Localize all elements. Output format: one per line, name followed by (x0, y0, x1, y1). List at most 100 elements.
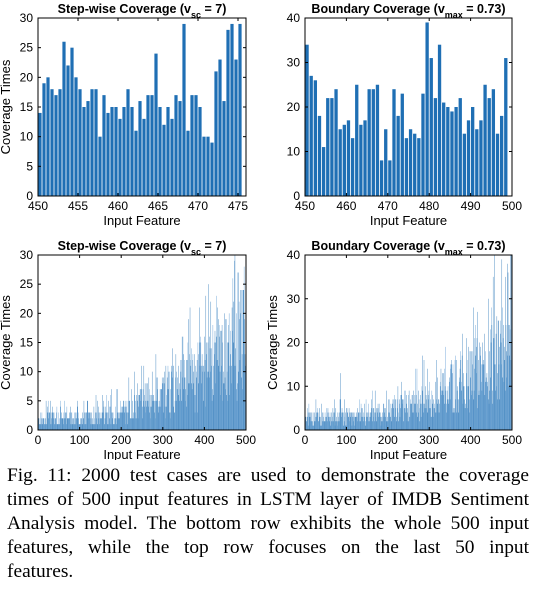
bar (346, 120, 351, 196)
bars-4 (305, 255, 512, 431)
x-tick-label: 0 (302, 433, 309, 447)
y-axis-label: Coverage Times (265, 295, 280, 390)
bar (154, 53, 158, 196)
bar (388, 160, 392, 196)
bar (342, 124, 346, 196)
bar (206, 136, 210, 196)
bar (400, 93, 404, 196)
y-tick-label: 15 (20, 100, 34, 114)
bars-3 (38, 255, 246, 430)
bar (86, 101, 90, 196)
x-tick-label: 450 (28, 199, 48, 213)
bar (158, 107, 162, 196)
bar (142, 118, 146, 196)
bar (214, 71, 218, 196)
caption-line-1: Fig. 11: 2000 test cases are used to dem… (7, 465, 529, 486)
x-tick-label: 200 (111, 433, 131, 447)
y-tick-label: 25 (20, 41, 34, 55)
y-tick-label: 20 (20, 306, 34, 320)
x-tick-label: 500 (236, 433, 256, 447)
bar (66, 65, 70, 196)
chart-title: Boundary Coverage (vmax = 0.73) (311, 2, 505, 20)
bar (234, 59, 238, 196)
bar (106, 112, 110, 196)
chart-title: Step-wise Coverage (vsc = 7) (58, 239, 227, 257)
bar (186, 130, 190, 196)
bar (433, 98, 438, 196)
bar (417, 138, 421, 196)
x-tick-label: 470 (378, 199, 398, 213)
caption-line-4: features, while the top row focuses on t… (7, 537, 529, 558)
bar (190, 95, 194, 196)
x-axis-label: Input Feature (103, 213, 180, 228)
bar (305, 44, 309, 197)
x-tick-label: 490 (461, 199, 481, 213)
bar (384, 129, 388, 196)
bar (114, 107, 118, 196)
bar (330, 98, 334, 196)
bar (396, 115, 400, 196)
bars-1 (38, 23, 242, 197)
x-axis-label: Input Feature (103, 447, 180, 460)
y-tick-label: 15 (20, 336, 34, 350)
x-tick-label: 455 (68, 199, 88, 213)
bar (210, 142, 214, 196)
bar (170, 118, 174, 196)
y-tick-label: 0 (293, 189, 300, 203)
bar (442, 102, 446, 196)
caption-line-2: times of 500 input features in LSTM laye… (7, 489, 529, 510)
bar (74, 77, 78, 196)
bar (350, 138, 355, 196)
bar (38, 112, 42, 196)
bar (222, 101, 226, 196)
figure-caption: Fig. 11: 2000 test cases are used to dem… (7, 464, 529, 584)
bar (454, 107, 458, 196)
bar (321, 147, 326, 196)
bar (408, 129, 413, 196)
bar (491, 89, 496, 196)
bar (70, 47, 74, 196)
bar (102, 95, 106, 196)
x-tick-label: 400 (461, 433, 481, 447)
bar (499, 115, 504, 196)
x-tick-label: 500 (502, 199, 522, 213)
bar (230, 23, 234, 197)
bar (126, 89, 130, 196)
bar (146, 95, 150, 196)
bar (118, 118, 122, 196)
x-tick-label: 100 (336, 433, 356, 447)
x-tick-label: 460 (336, 199, 356, 213)
x-tick-label: 300 (153, 433, 173, 447)
x-tick-label: 100 (70, 433, 90, 447)
bar (130, 107, 134, 196)
y-axis-label: Coverage Times (0, 295, 13, 390)
y-tick-label: 0 (293, 423, 300, 437)
bar (202, 136, 206, 196)
bar (218, 59, 222, 196)
y-tick-label: 10 (287, 379, 301, 393)
y-axis-label: Coverage Times (0, 59, 13, 154)
y-tick-label: 20 (20, 70, 34, 84)
x-axis-label: Input Feature (370, 213, 447, 228)
bar (50, 89, 54, 196)
bar (62, 41, 66, 197)
bar (238, 23, 242, 197)
x-tick-label: 0 (35, 433, 42, 447)
y-tick-label: 10 (20, 365, 34, 379)
bar (363, 120, 367, 196)
x-tick-label: 465 (148, 199, 168, 213)
bar (309, 75, 313, 196)
x-tick-label: 470 (188, 199, 208, 213)
bar (94, 89, 98, 196)
chart-title: Boundary Coverage (vmax = 0.73) (311, 239, 505, 257)
y-tick-label: 30 (20, 11, 34, 25)
bar (466, 120, 471, 196)
y-tick-label: 30 (20, 248, 34, 262)
figure: 450 455 460 465 470 475 0 5 10 15 20 25 30 Step-wise … (0, 2, 522, 460)
bar (78, 89, 82, 196)
bar (446, 107, 450, 196)
chart-title: Step-wise Coverage (vsc = 7) (58, 2, 227, 20)
bar (326, 98, 330, 196)
y-tick-label: 40 (287, 11, 301, 25)
bar (90, 89, 94, 196)
